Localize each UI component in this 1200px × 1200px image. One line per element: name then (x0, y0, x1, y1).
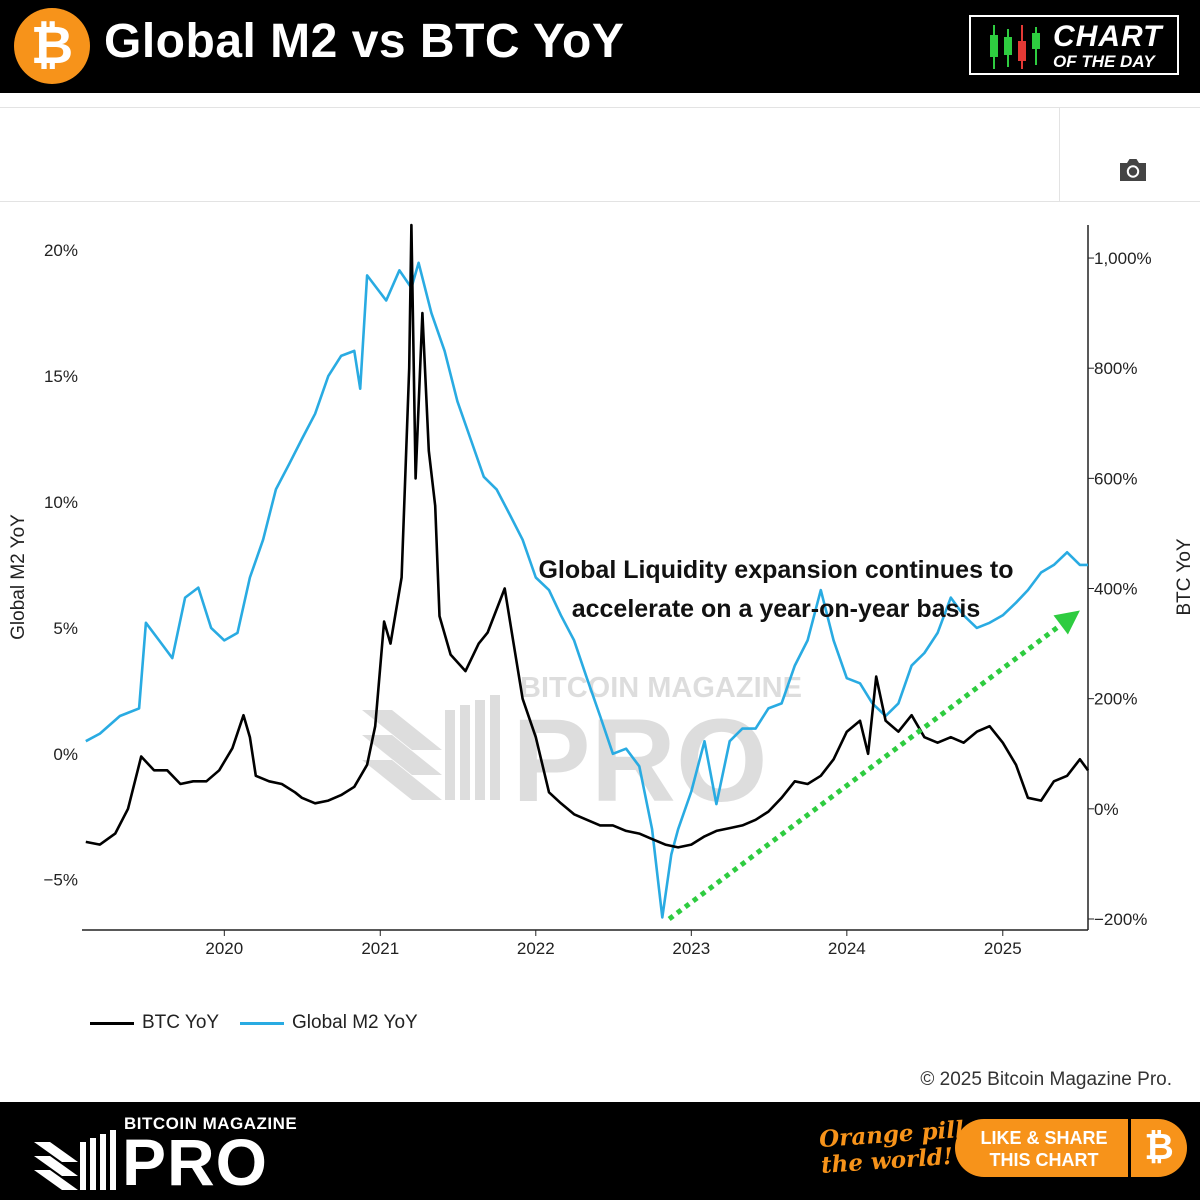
series-line-m2 (85, 261, 1088, 919)
tagline: Orange pill the world! (818, 1116, 966, 1179)
annotation-line-2: accelerate on a year-on-year basis (572, 595, 981, 623)
legend-swatch-btc (90, 1022, 134, 1025)
candlestick-icon (990, 25, 1040, 69)
y-left-tick-label: 15% (44, 367, 78, 386)
watermark-logo-icon (362, 695, 500, 800)
legend-label-btc: BTC YoY (142, 1012, 220, 1033)
footer-brand-small: BITCOIN MAGAZINE (124, 1114, 298, 1133)
y-right-tick-label: 1,000% (1094, 249, 1152, 268)
header-bar: ₿ Global M2 vs BTC YoY CHART OF THE DAY (0, 0, 1200, 93)
series-layer (85, 223, 1090, 919)
share-line-2: THIS CHART (989, 1150, 1099, 1170)
annotation-line-1: Global Liquidity expansion continues to (538, 556, 1013, 584)
x-tick-label: 2023 (672, 939, 710, 958)
trend-line (667, 618, 1069, 921)
legend-swatch-m2 (240, 1022, 284, 1025)
x-tick-label: 2021 (361, 939, 399, 958)
x-tick-label: 2024 (828, 939, 866, 958)
y-left-tick-label: −5% (44, 871, 79, 890)
watermark-small: BITCOIN MAGAZINE (520, 672, 802, 704)
x-tick-label: 2022 (517, 939, 555, 958)
y-right-axis-title: BTC YoY (1174, 538, 1195, 615)
y-left-tick-label: 10% (44, 493, 78, 512)
badge-subtitle: OF THE DAY (1053, 52, 1155, 71)
y-left-tick-label: 5% (53, 619, 78, 638)
bitcoin-icon: ₿ (1144, 1127, 1174, 1168)
x-tick-label: 2020 (205, 939, 243, 958)
footer-bar: BITCOIN MAGAZINE PRO Orange pill the wor… (0, 1102, 1200, 1200)
page-title: Global M2 vs BTC YoY (104, 15, 625, 68)
badge-title: CHART (1053, 20, 1163, 53)
toolbar-divider (1059, 108, 1060, 201)
annotation: Global Liquidity expansion continues to … (538, 556, 1013, 623)
axes: 2020 2021 2022 2023 2024 2025 20% 15% 10% 5% 0% −5%… (8, 225, 1195, 958)
trend-arrow (667, 610, 1080, 921)
x-tick-label: 2025 (984, 939, 1022, 958)
share-label: LIKE & SHARE THIS CHART (969, 1127, 1119, 1171)
chart-toolbar (0, 107, 1200, 202)
y-right-tick-label: −200% (1094, 910, 1147, 929)
y-right-tick-label: 400% (1094, 580, 1137, 599)
share-divider (1128, 1119, 1131, 1177)
pro-logo-icon (34, 1114, 116, 1195)
watermark-big: PRO (512, 695, 768, 827)
y-right-tick-label: 200% (1094, 690, 1137, 709)
share-line-1: LIKE & SHARE (980, 1128, 1108, 1148)
y-right-tick-label: 800% (1094, 359, 1137, 378)
bitcoin-logo-icon: ₿ (14, 8, 90, 84)
chart-of-the-day-badge: CHART OF THE DAY (969, 15, 1179, 75)
y-left-tick-label: 20% (44, 241, 78, 260)
copyright: © 2025 Bitcoin Magazine Pro. (920, 1069, 1172, 1090)
chart-canvas: BITCOIN MAGAZINE PRO 2020 2021 2022 2023 202… (8, 223, 1195, 958)
like-share-button[interactable]: LIKE & SHARE THIS CHART ₿ (955, 1119, 1187, 1177)
y-right-tick-label: 600% (1094, 469, 1137, 488)
y-right-tick-label: 0% (1094, 800, 1119, 819)
watermark: BITCOIN MAGAZINE PRO (362, 672, 802, 827)
legend-label-m2: Global M2 YoY (292, 1012, 418, 1033)
camera-icon[interactable] (1117, 156, 1149, 189)
series-line-btc (85, 223, 1090, 849)
y-left-axis-title: Global M2 YoY (8, 514, 29, 640)
trend-arrowhead (1053, 610, 1080, 635)
footer-brand-big: PRO (122, 1125, 269, 1199)
y-left-tick-label: 0% (53, 745, 78, 764)
